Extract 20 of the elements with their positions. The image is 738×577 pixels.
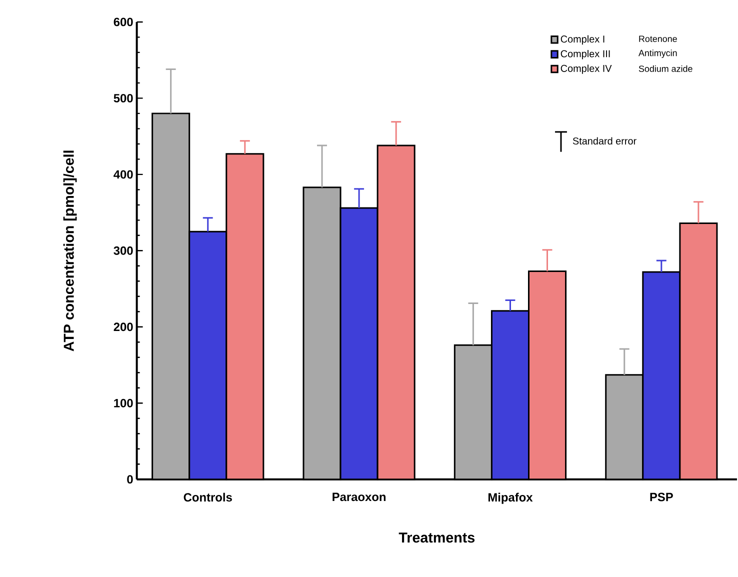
y-tick-label: 200	[114, 322, 133, 332]
x-tick-label: Controls	[184, 492, 232, 502]
annotation: Antimycin	[638, 49, 677, 58]
annotation: Standard error	[572, 137, 636, 144]
y-tick-label: 0	[127, 475, 133, 484]
legend-label: Complex IV	[560, 64, 612, 74]
x-tick-label: Mipafox	[488, 492, 533, 504]
y-tick-label: 300	[114, 246, 133, 255]
annotation: Rotenone	[639, 36, 677, 42]
y-axis-title: ATP concentration [pmol]/cell	[63, 150, 77, 352]
y-tick-label: 100	[114, 398, 133, 408]
legend-label: Complex I	[560, 35, 604, 44]
y-tick-label: 500	[114, 94, 133, 102]
x-tick-label: PSP	[650, 492, 673, 502]
x-axis-title: Treatments	[398, 532, 475, 543]
y-tick-label: 400	[114, 170, 133, 179]
legend-label: Complex III	[560, 50, 610, 60]
x-tick-label: Paraoxon	[332, 492, 386, 502]
y-tick-label: 600	[114, 18, 133, 26]
annotation: Sodium azide	[638, 65, 692, 72]
